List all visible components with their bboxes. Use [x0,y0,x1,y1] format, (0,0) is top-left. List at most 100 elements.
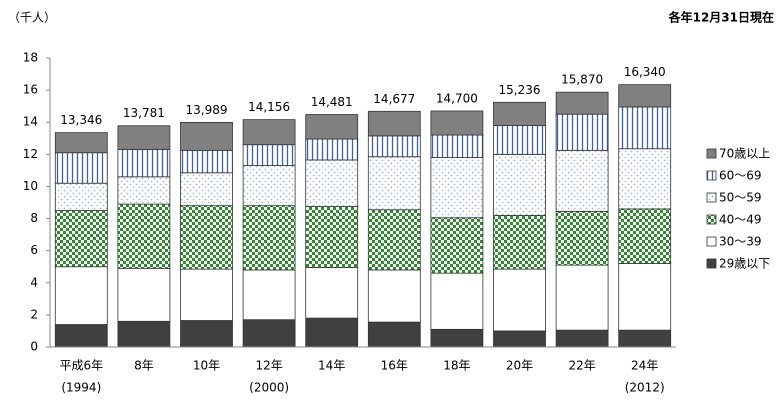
legend-label: 50～59 [719,191,762,205]
total-label: 13,781 [123,106,165,120]
y-tick-label: 18 [23,51,38,65]
legend-swatch [706,236,717,247]
bar-segment [430,328,484,348]
legend-swatch [706,258,717,269]
bar-segment [618,106,672,150]
total-label: 14,700 [436,91,478,105]
y-tick-label: 16 [23,83,38,97]
bar-segment [493,101,546,126]
bar-segment [242,269,296,321]
bar-segment [305,267,359,319]
x-sublabel: (2012) [625,381,665,395]
bar-segment [367,156,421,211]
bar-segment [180,121,233,151]
legend-label: 29歳以下 [719,257,770,271]
y-tick-label: 0 [30,340,38,354]
x-tick-label: 8年 [134,359,154,373]
bar-segment [117,267,171,322]
bar-segment [367,135,421,158]
bar-segment [180,205,233,270]
bar-segment [54,324,108,348]
bar-segment [618,148,672,210]
x-tick-label: 24年 [631,359,658,373]
legend-swatch [706,192,717,203]
bar-segment [618,329,672,348]
x-tick-label: 16年 [381,359,408,373]
bar-segment [54,182,108,211]
bar-segment [555,264,609,331]
bar-segment [430,134,484,158]
bar-segment [242,165,296,207]
bar-segment [618,208,672,264]
bar-segment [242,144,296,166]
x-tick-label: 14年 [318,359,345,373]
bar-segment [305,206,359,268]
legend-label: 40～49 [719,213,762,227]
bar-segment [117,125,171,150]
bar-segment [367,321,421,348]
unit-label: （千人） [8,11,56,25]
total-label: 14,156 [248,100,290,114]
bar-segment [555,91,609,115]
y-tick-label: 6 [30,243,38,257]
bar-segment [117,149,171,178]
bar-segment [493,214,546,270]
bar-segment [305,114,359,140]
bar-segment [493,125,546,155]
bar-segment [367,209,421,271]
legend-label: 70歳以上 [719,147,770,161]
x-tick-label: 10年 [193,359,220,373]
y-tick-label: 4 [30,275,38,289]
bar-segment [117,203,171,269]
bar-segment [242,319,296,348]
total-label: 15,236 [499,83,541,97]
y-tick-label: 12 [23,147,38,161]
legend-swatch [706,214,717,225]
bar-segment [493,153,546,216]
bar-segment [117,320,171,348]
bar-segment [618,84,672,108]
bar-segment [305,138,359,161]
bar-segment [618,263,672,331]
y-tick-label: 10 [23,179,38,193]
bar-segment [180,172,233,207]
x-tick-label: 20年 [506,359,533,373]
bar-segment [555,210,609,266]
bar-segment [54,266,108,325]
legend-swatch [706,148,717,159]
total-label: 15,870 [561,73,603,87]
bar-segment [430,272,484,330]
total-label: 13,989 [186,103,228,117]
bar-segment [555,149,609,212]
x-tick-label: 22年 [568,359,595,373]
bar-segment [180,149,233,174]
legend-label: 60～69 [719,169,762,183]
bar-segment [493,268,546,332]
total-label: 14,481 [311,95,353,109]
bar-segment [180,320,233,348]
bar-segment [54,132,108,154]
x-tick-label: 18年 [443,359,470,373]
bar-segment [242,205,296,271]
bar-segment [430,217,484,274]
bar-segment [305,317,359,348]
bar-segment [242,119,296,146]
y-tick-label: 14 [23,115,38,129]
bar-segment [555,113,609,151]
legend-label: 30～39 [719,235,762,249]
bar-segment [493,330,546,348]
bar-segment [430,157,484,219]
legend-swatch [706,170,717,181]
bar-segment [305,159,359,207]
total-label: 13,346 [60,113,102,127]
bar-segment [367,110,421,137]
bar-segment [555,329,609,348]
total-label: 16,340 [624,65,666,79]
y-tick-label: 2 [30,307,38,321]
bar-segment [180,268,233,321]
x-tick-label: 12年 [255,359,282,373]
total-label: 14,677 [373,92,415,106]
bar-segment [54,210,108,268]
